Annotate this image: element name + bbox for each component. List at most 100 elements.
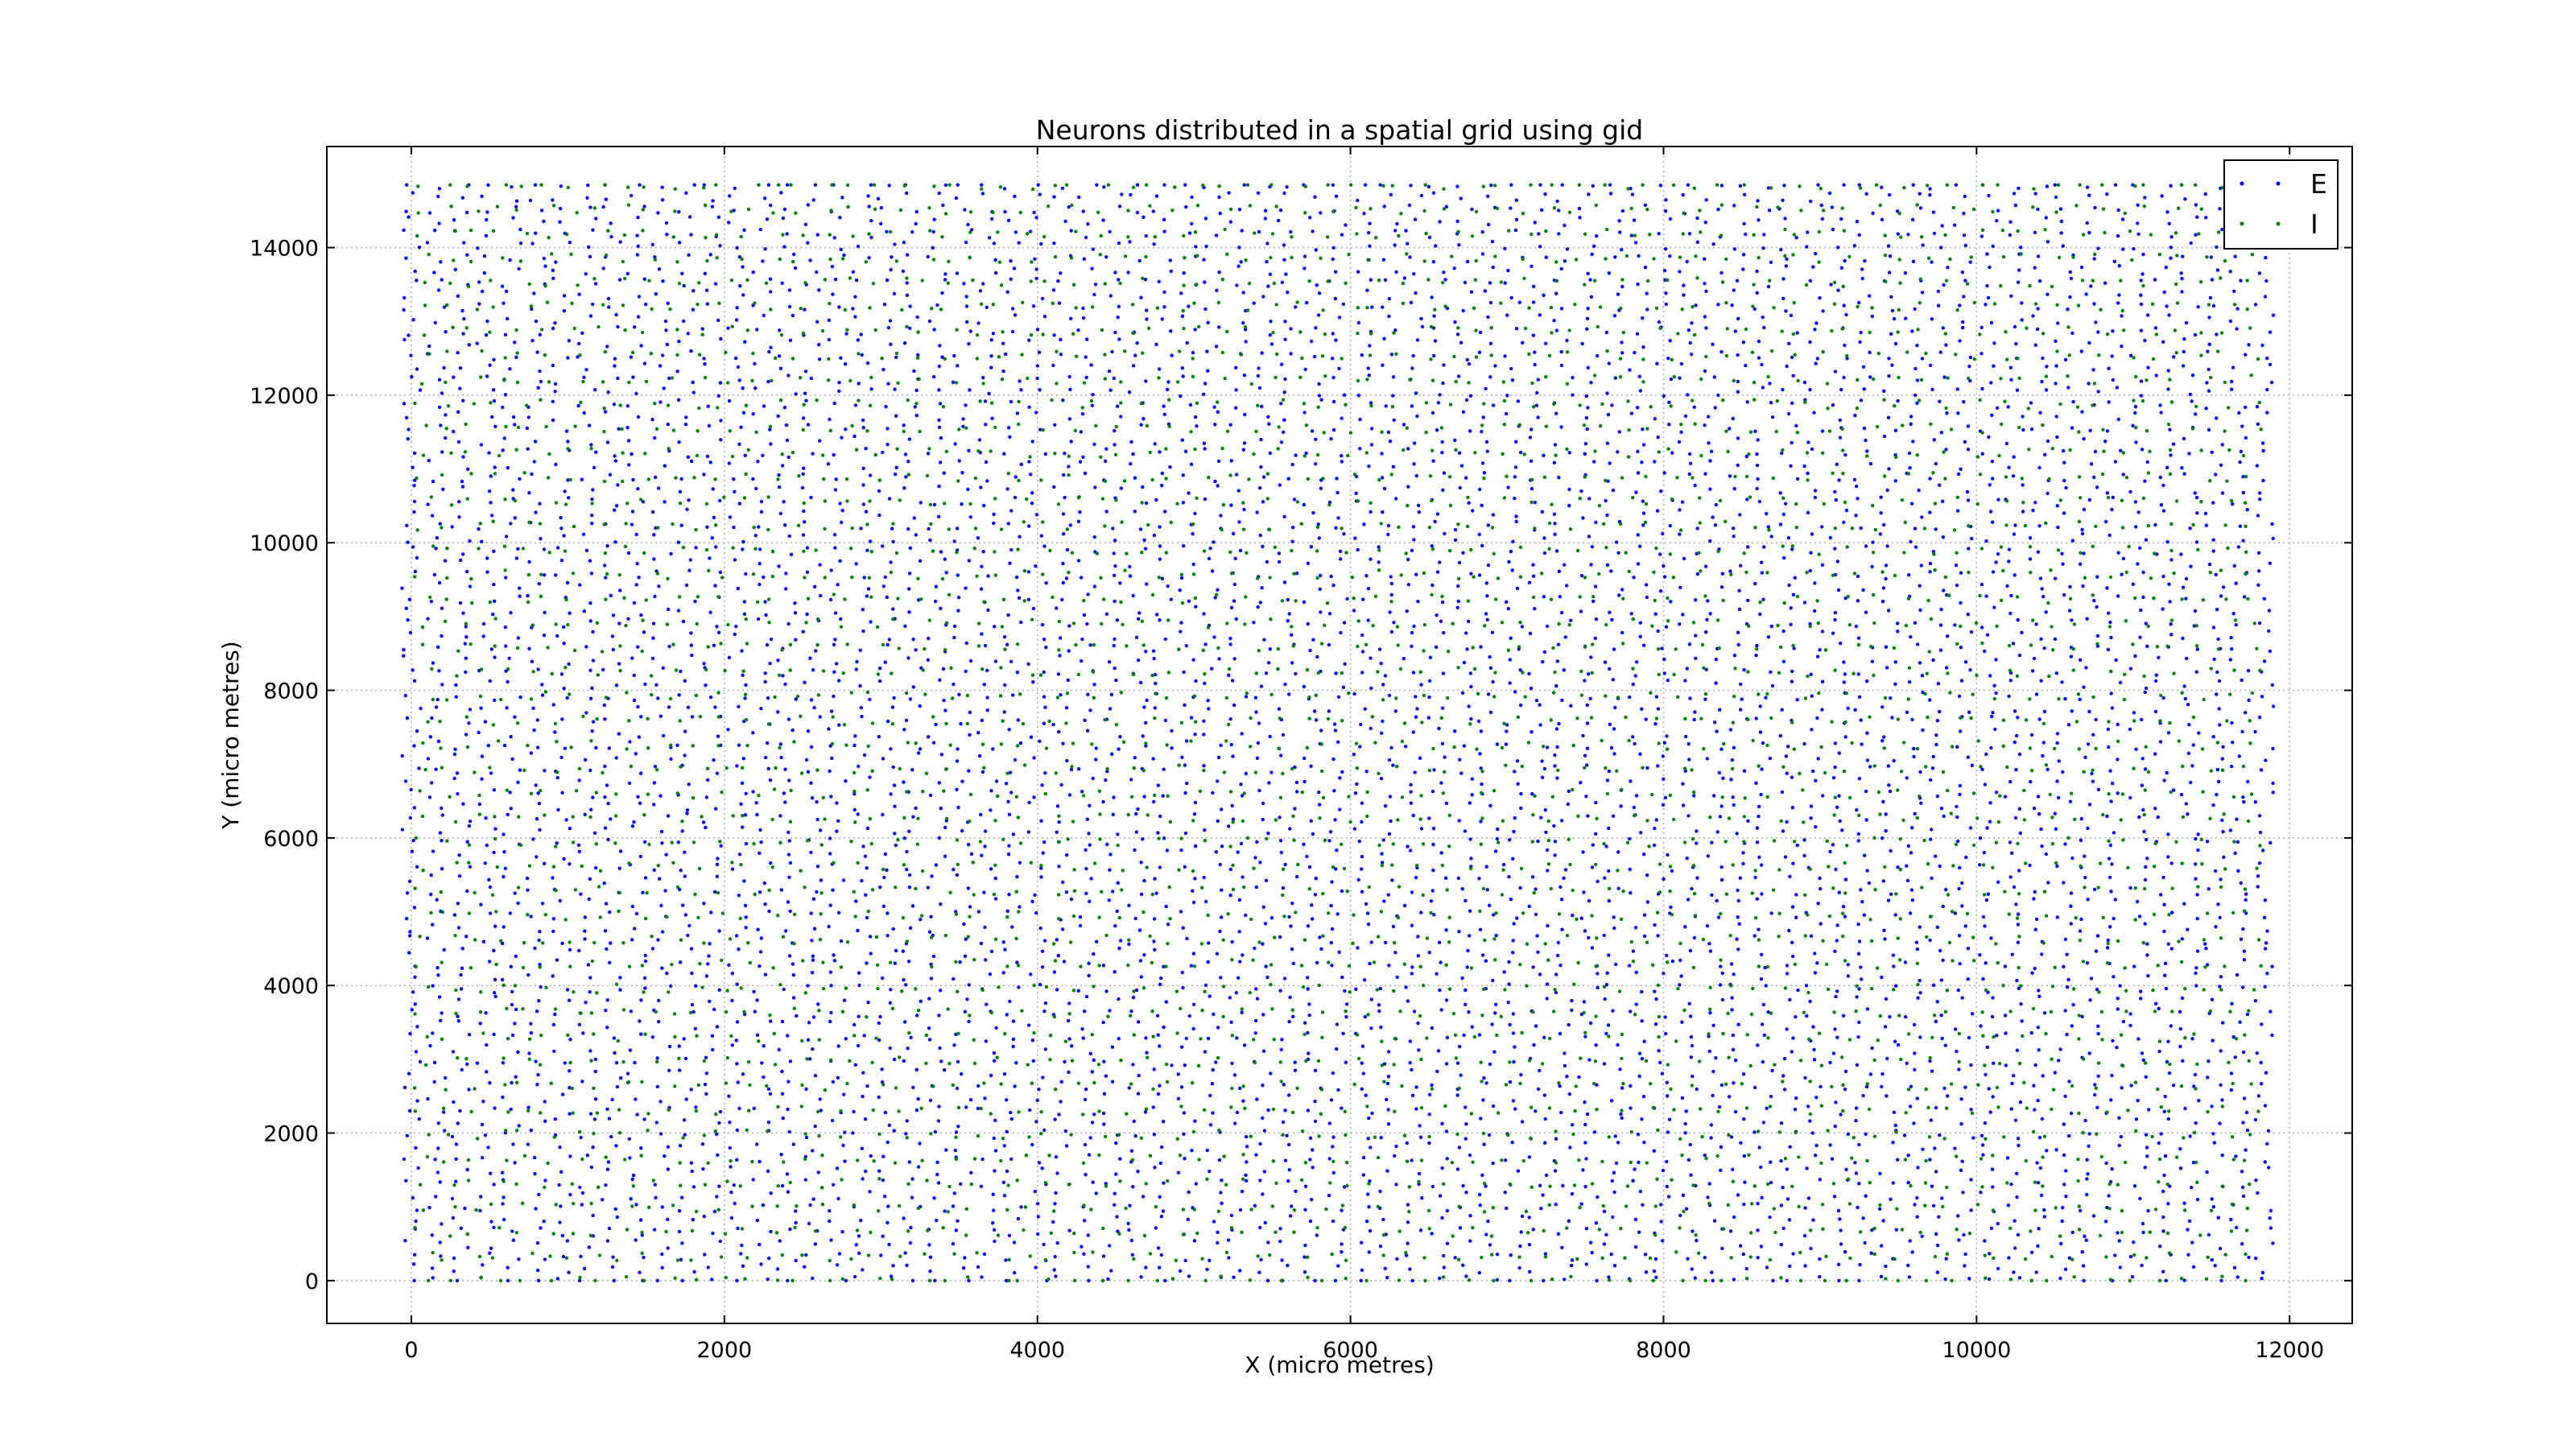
point-e: [831, 1080, 836, 1084]
point-e: [1027, 338, 1031, 342]
point-e: [942, 471, 947, 475]
point-e: [1402, 423, 1406, 427]
point-e: [538, 828, 542, 832]
point-e: [983, 925, 987, 930]
point-e: [415, 367, 419, 371]
point-e: [1616, 450, 1620, 454]
point-e: [1689, 1014, 1693, 1018]
point-e: [861, 1268, 865, 1272]
point-e: [493, 991, 497, 995]
point-e: [829, 568, 833, 572]
point-e: [1118, 939, 1123, 943]
point-e: [489, 514, 494, 518]
point-e: [1504, 1158, 1508, 1162]
point-e: [1094, 758, 1098, 762]
point-e: [993, 270, 998, 275]
point-e: [992, 1051, 997, 1055]
point-e: [894, 843, 898, 848]
point-e: [1356, 198, 1360, 203]
point-e: [1741, 861, 1745, 866]
point-e: [1541, 1193, 1545, 1197]
point-e: [1612, 314, 1617, 318]
point-e: [1460, 976, 1464, 980]
point-e: [1112, 551, 1116, 555]
point-e: [1331, 1071, 1335, 1075]
point-e: [1418, 1124, 1422, 1128]
point-e: [804, 758, 809, 762]
point-e: [916, 353, 920, 357]
point-e: [1591, 843, 1596, 847]
point-e: [437, 378, 442, 382]
point-e: [808, 258, 812, 262]
point-e: [1717, 1104, 1722, 1109]
point-e: [1553, 522, 1557, 526]
point-e: [679, 477, 683, 481]
point-e: [1677, 440, 1682, 444]
point-e: [1668, 254, 1672, 258]
point-e: [634, 391, 638, 396]
point-e: [1583, 929, 1587, 933]
point-e: [492, 1225, 496, 1230]
point-e: [782, 791, 786, 795]
point-e: [639, 613, 643, 617]
point-e: [1686, 1257, 1690, 1261]
point-e: [1444, 1062, 1449, 1066]
point-e: [1335, 912, 1340, 916]
point-e: [683, 874, 687, 878]
point-e: [1229, 1213, 1234, 1218]
point-e: [1668, 217, 1673, 221]
point-e: [1202, 875, 1206, 880]
point-e: [892, 1057, 897, 1062]
point-e: [626, 551, 631, 555]
point-e: [1006, 852, 1011, 857]
point-e: [741, 1264, 745, 1269]
point-e: [1488, 654, 1492, 659]
point-e: [1343, 662, 1347, 666]
point-e: [982, 503, 986, 508]
point-e: [633, 1060, 637, 1065]
point-e: [1469, 290, 1474, 294]
point-e: [1381, 510, 1385, 514]
point-e: [527, 646, 531, 650]
point-e: [534, 510, 538, 514]
point-e: [1567, 451, 1572, 455]
point-e: [906, 1046, 910, 1051]
point-e: [1063, 452, 1067, 456]
point-e: [1669, 600, 1673, 604]
point-e: [1368, 221, 1372, 225]
point-e: [526, 1142, 530, 1146]
point-e: [1108, 868, 1112, 872]
point-e: [1596, 1195, 1600, 1199]
point-e: [1662, 671, 1666, 675]
point-e: [506, 679, 510, 684]
point-e: [1005, 1013, 1009, 1017]
point-e: [1505, 723, 1509, 727]
point-e: [1706, 599, 1710, 603]
point-e: [1220, 888, 1224, 892]
point-e: [943, 557, 947, 561]
point-e: [650, 510, 655, 514]
point-e: [1682, 283, 1686, 287]
point-e: [686, 455, 690, 459]
point-e: [477, 302, 481, 306]
point-e: [1416, 1021, 1420, 1026]
point-e: [1182, 544, 1186, 548]
point-e: [1265, 975, 1269, 980]
point-e: [815, 890, 819, 894]
point-e: [1101, 1020, 1105, 1025]
point-e: [990, 416, 994, 420]
point-e: [818, 563, 822, 567]
point-e: [1720, 572, 1724, 576]
point-e: [1042, 1009, 1046, 1013]
point-e: [891, 927, 895, 931]
point-e: [1571, 393, 1575, 397]
point-e: [1137, 617, 1141, 621]
point-e: [1040, 622, 1045, 627]
point-e: [762, 575, 766, 580]
point-e: [1495, 836, 1500, 841]
point-e: [694, 984, 698, 989]
point-e: [638, 1270, 642, 1274]
point-e: [1589, 1241, 1593, 1245]
point-e: [1417, 1048, 1421, 1052]
point-e: [1732, 288, 1736, 292]
